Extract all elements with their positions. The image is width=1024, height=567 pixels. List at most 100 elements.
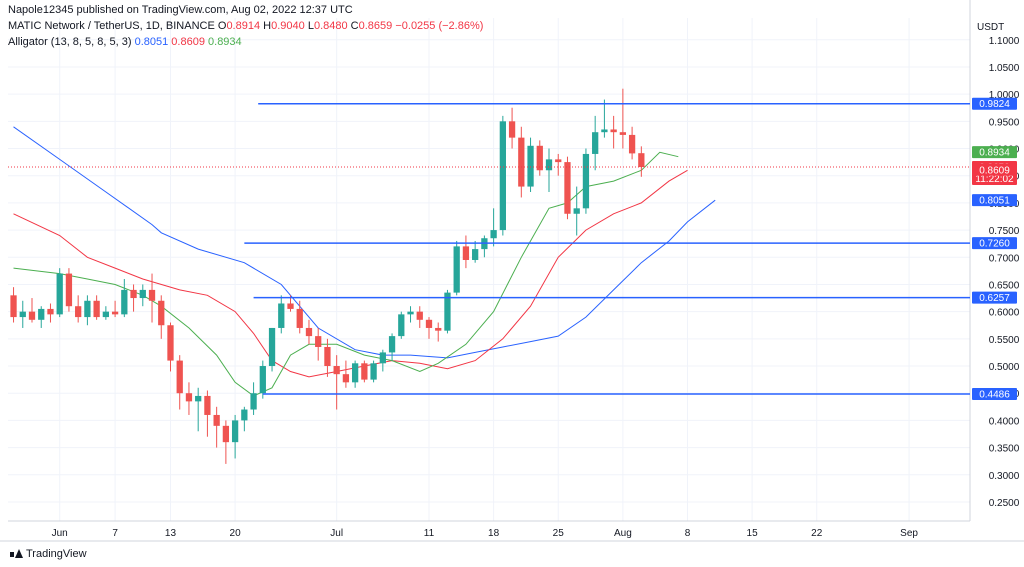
candle [472,240,479,263]
time-tick-label: 8 [685,528,691,539]
lips-value: 0.8934 [208,36,242,48]
footer-brand[interactable]: TradingView [10,548,87,560]
candle [333,355,340,410]
level-price-badge-text: 0.7260 [979,239,1010,250]
price-tick-label: 0.7500 [989,226,1020,237]
candle [573,186,580,236]
time-tick-label: Jul [330,528,343,539]
candle-body [472,249,479,260]
open-value: 0.8914 [226,20,261,32]
candle-body [38,308,45,320]
candle [167,322,174,372]
candle-body [536,145,543,171]
candle-body [222,425,230,443]
candle [148,273,156,323]
brand-name: TradingView [26,548,87,560]
candle [342,360,350,388]
candle-body [592,132,599,154]
candle [278,295,285,334]
alligator-jaw-line [13,126,716,359]
candle-body [582,153,590,209]
indicator-price-badge-bg [972,194,1017,207]
candle [222,420,230,464]
level-price-badge: 0.4486 [972,387,1017,400]
candle [84,295,91,326]
candle [56,268,63,318]
level-price-badge: 0.7260 [972,237,1017,250]
candle-body [610,129,617,133]
candle-body [370,363,377,380]
candle-body [185,393,193,402]
candle-body [444,292,451,331]
candle [435,322,442,342]
candle [176,355,183,410]
candle [19,300,26,328]
candle [121,279,128,318]
candle [231,414,239,459]
candle-body [231,420,239,443]
candle [139,284,146,307]
candle [324,338,331,377]
price-tick-label: 0.6500 [989,280,1020,291]
candle [47,303,54,323]
candle-body [176,360,183,394]
candle-body [259,366,266,394]
time-tick-label: 20 [230,528,242,539]
candle-body [518,137,525,187]
time-tick-label: 11 [424,528,435,539]
candle [195,387,202,432]
candle-body [158,300,165,326]
candle-body [167,325,174,361]
candle [204,390,211,437]
price-tick-label: 0.3500 [989,444,1020,455]
candle [518,126,525,198]
level-price-badge-bg [972,291,1017,304]
time-tick-label: Jun [52,528,68,539]
candle [527,137,534,193]
teeth-value: 0.8609 [171,36,205,48]
price-tick-label: 0.5500 [989,335,1020,346]
indicator-price-badge-bg [972,163,1017,176]
time-tick-label: Sep [900,528,918,539]
level-price-badge-text: 0.9824 [979,99,1010,110]
time-tick-label: 22 [811,528,823,539]
candle [453,240,460,296]
candle-body [333,366,340,375]
candle-body [268,327,276,367]
tradingview-logo-icon [10,549,23,559]
candle [638,146,645,177]
candle-body [545,159,553,171]
close-value: 0.8659 [358,20,393,32]
candle-body [213,414,220,426]
open-label: O [217,20,227,32]
candle-body [47,308,54,315]
candle-body [56,273,63,315]
candle [102,306,110,320]
candle-body [379,352,386,364]
jaw-value: 0.8051 [134,36,169,48]
candle [213,406,220,448]
candle [407,306,414,323]
symbol-ohlc-legend: MATIC Network / TetherUS, 1D, BINANCE O0… [8,20,483,32]
candle [370,360,377,383]
candle [416,306,423,328]
price-axis-ticks: 1.10001.05001.00000.95000.90000.85000.80… [989,36,1020,509]
price-tick-label: 0.3000 [989,471,1020,482]
candle [601,99,608,138]
candle-body [148,289,156,301]
candle-body [527,145,534,187]
time-tick-label: 18 [488,528,500,539]
candle-body [361,363,368,380]
candle [130,284,137,312]
candle [508,107,516,149]
candle [361,360,368,383]
candle-body [416,311,423,320]
price-tick-label: 1.1000 [989,36,1020,47]
level-price-badge-text: 0.6257 [979,293,1010,304]
candle-body [619,132,627,135]
candle-body [19,311,26,318]
price-tick-label: 1.0500 [989,63,1020,74]
time-axis-ticks: Jun 7 13 20 Jul 11 18 25 Aug 8 15 22 Sep [52,528,919,539]
candle-body [305,327,313,337]
